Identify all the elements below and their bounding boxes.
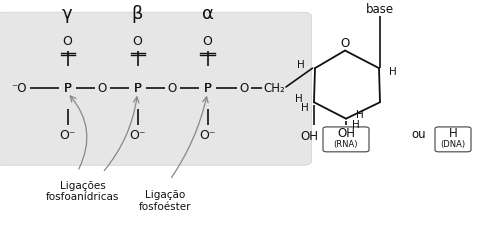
Text: O: O — [202, 35, 212, 48]
Text: P: P — [64, 82, 72, 95]
Text: P: P — [204, 82, 211, 95]
Text: H: H — [356, 110, 364, 120]
Text: P: P — [134, 82, 141, 95]
Text: P: P — [134, 82, 141, 95]
Text: (DNA): (DNA) — [440, 140, 466, 149]
FancyBboxPatch shape — [323, 127, 369, 152]
Text: (RNA): (RNA) — [334, 140, 358, 149]
Text: P: P — [204, 82, 212, 95]
Text: H: H — [297, 60, 305, 70]
Text: CH₂: CH₂ — [263, 82, 285, 95]
Text: H: H — [389, 67, 397, 77]
Text: H: H — [301, 103, 309, 113]
Text: OH: OH — [300, 130, 318, 143]
Text: γ: γ — [62, 5, 73, 23]
Text: OH: OH — [337, 127, 355, 141]
FancyBboxPatch shape — [0, 12, 312, 165]
Text: O: O — [340, 37, 349, 51]
Text: P: P — [64, 82, 72, 95]
Text: Ligações
fosfoanídricas: Ligações fosfoanídricas — [46, 181, 119, 202]
Text: H: H — [352, 120, 360, 129]
Text: β: β — [132, 5, 143, 23]
Text: O: O — [168, 82, 177, 95]
Text: ⁻O: ⁻O — [11, 82, 27, 95]
Text: ou: ou — [412, 128, 426, 141]
Text: H: H — [295, 94, 303, 104]
Text: O: O — [98, 82, 107, 95]
Text: O⁻: O⁻ — [129, 129, 146, 142]
FancyBboxPatch shape — [435, 127, 471, 152]
Text: O⁻: O⁻ — [60, 129, 76, 142]
Text: base: base — [366, 3, 394, 16]
Text: O: O — [62, 35, 72, 48]
Text: H: H — [448, 127, 458, 141]
Text: O: O — [132, 35, 142, 48]
Text: O: O — [240, 82, 248, 95]
Text: O⁻: O⁻ — [199, 129, 216, 142]
Text: Ligação
fosfoéster: Ligação fosfoéster — [139, 190, 191, 212]
Text: α: α — [202, 5, 213, 23]
